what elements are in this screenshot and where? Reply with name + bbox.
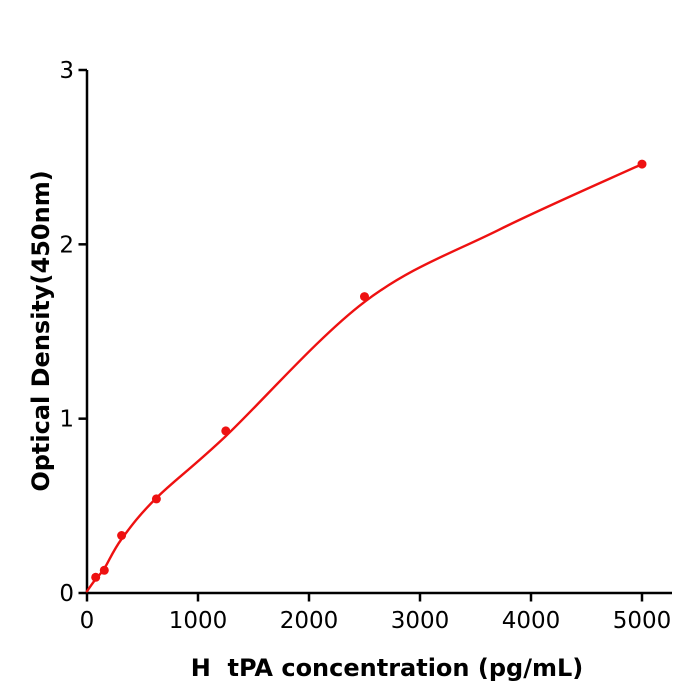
axes-layer (85, 70, 672, 595)
x-tick-label: 5000 (613, 608, 672, 634)
ticks-layer: 0 1000 2000 3000 4000 5000 0 1 2 3 (59, 58, 671, 634)
data-point (91, 572, 101, 582)
axis-spines (85, 70, 672, 595)
x-tick-label: 3000 (391, 608, 450, 634)
x-tick-label: 4000 (502, 608, 561, 634)
y-axis-title: Optical Density(450nm) (27, 170, 55, 491)
data-point (117, 531, 127, 540)
x-tick-label: 1000 (169, 608, 228, 634)
y-tick-label: 0 (59, 581, 74, 607)
y-tick-label: 3 (59, 58, 74, 84)
data-point (360, 292, 369, 302)
fit-curve (85, 162, 644, 593)
data-point (99, 565, 109, 575)
x-tick-label: 2000 (280, 608, 339, 634)
y-tick-label: 2 (59, 232, 74, 258)
data-point (221, 426, 231, 436)
data-point (637, 159, 647, 169)
data-point (151, 494, 161, 504)
y-tick-label: 1 (59, 407, 74, 433)
series-layer (85, 159, 647, 593)
x-tick-label: 0 (80, 608, 95, 634)
x-axis-title: H tPA concentration (pg/mL) (191, 654, 583, 682)
